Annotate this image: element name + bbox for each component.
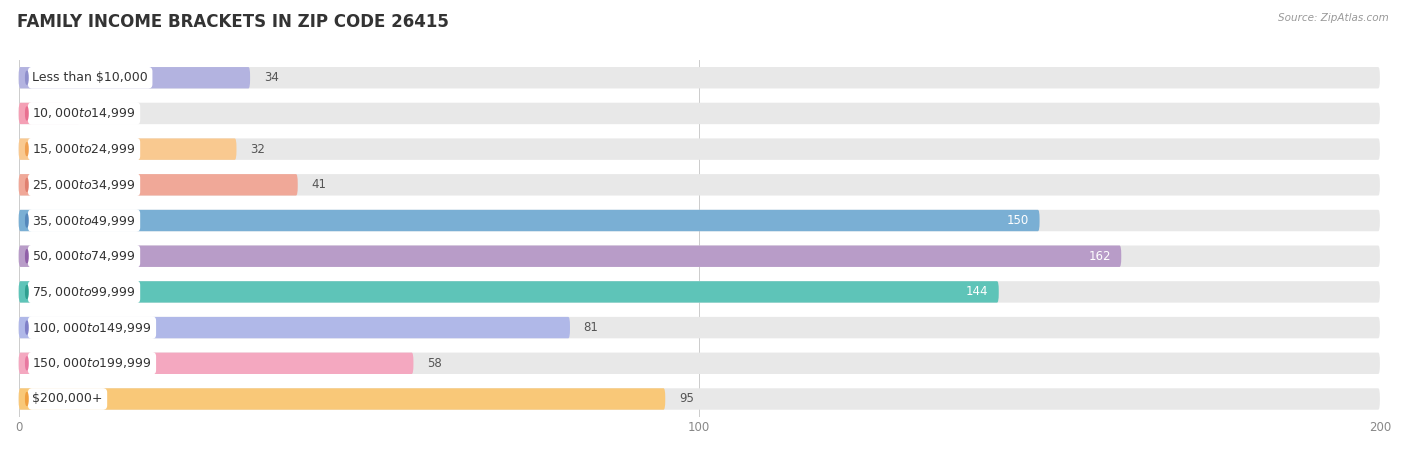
Text: 32: 32 (250, 143, 264, 156)
FancyBboxPatch shape (18, 174, 1379, 195)
Text: $10,000 to $14,999: $10,000 to $14,999 (32, 106, 136, 120)
Text: 34: 34 (264, 71, 278, 84)
Text: $35,000 to $49,999: $35,000 to $49,999 (32, 214, 136, 228)
FancyBboxPatch shape (18, 352, 413, 374)
FancyBboxPatch shape (18, 210, 1379, 231)
Text: 41: 41 (311, 178, 326, 191)
Text: 9: 9 (94, 107, 101, 120)
FancyBboxPatch shape (18, 388, 665, 409)
Circle shape (25, 178, 28, 191)
Text: $15,000 to $24,999: $15,000 to $24,999 (32, 142, 136, 156)
Circle shape (25, 392, 28, 405)
Text: FAMILY INCOME BRACKETS IN ZIP CODE 26415: FAMILY INCOME BRACKETS IN ZIP CODE 26415 (17, 13, 449, 31)
FancyBboxPatch shape (18, 67, 250, 88)
FancyBboxPatch shape (18, 103, 80, 124)
Circle shape (25, 214, 28, 227)
Text: 81: 81 (583, 321, 599, 334)
FancyBboxPatch shape (18, 281, 998, 303)
FancyBboxPatch shape (18, 317, 1379, 338)
Text: $75,000 to $99,999: $75,000 to $99,999 (32, 285, 136, 299)
FancyBboxPatch shape (18, 246, 1121, 267)
Text: $200,000+: $200,000+ (32, 392, 103, 405)
Text: Less than $10,000: Less than $10,000 (32, 71, 148, 84)
FancyBboxPatch shape (18, 246, 1379, 267)
Text: 58: 58 (427, 357, 441, 370)
FancyBboxPatch shape (18, 103, 1379, 124)
Circle shape (25, 250, 28, 263)
FancyBboxPatch shape (18, 388, 1379, 409)
Text: 150: 150 (1007, 214, 1029, 227)
FancyBboxPatch shape (18, 67, 1379, 88)
Circle shape (25, 357, 28, 370)
FancyBboxPatch shape (18, 138, 1379, 160)
Circle shape (25, 286, 28, 298)
Text: 162: 162 (1088, 250, 1111, 263)
Circle shape (25, 71, 28, 84)
FancyBboxPatch shape (18, 352, 1379, 374)
FancyBboxPatch shape (18, 317, 569, 338)
Text: $25,000 to $34,999: $25,000 to $34,999 (32, 178, 136, 192)
Circle shape (25, 321, 28, 334)
Text: $150,000 to $199,999: $150,000 to $199,999 (32, 357, 152, 370)
Text: $100,000 to $149,999: $100,000 to $149,999 (32, 321, 152, 335)
Circle shape (25, 107, 28, 120)
FancyBboxPatch shape (18, 138, 236, 160)
Text: 144: 144 (966, 286, 988, 299)
Text: 95: 95 (679, 392, 693, 405)
Text: Source: ZipAtlas.com: Source: ZipAtlas.com (1278, 13, 1389, 23)
Circle shape (25, 143, 28, 155)
Text: $50,000 to $74,999: $50,000 to $74,999 (32, 249, 136, 263)
FancyBboxPatch shape (18, 281, 1379, 303)
FancyBboxPatch shape (18, 210, 1039, 231)
FancyBboxPatch shape (18, 174, 298, 195)
